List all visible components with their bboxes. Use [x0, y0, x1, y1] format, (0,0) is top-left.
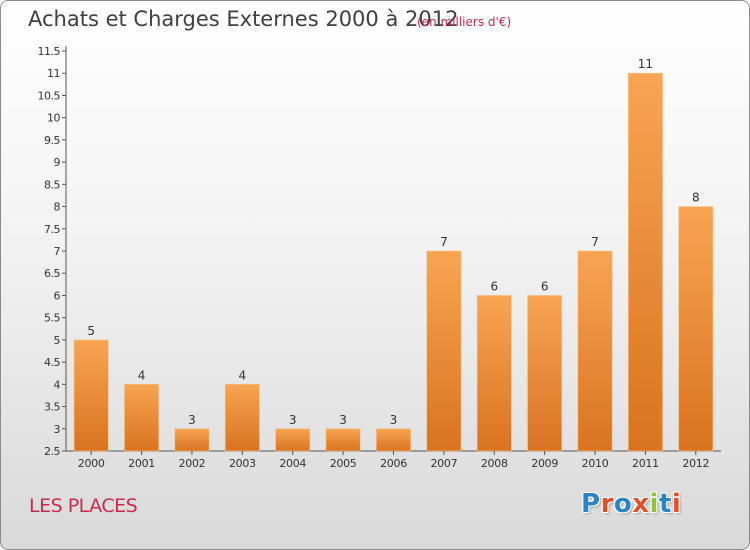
logo-letter: i	[649, 489, 659, 519]
bar	[426, 250, 462, 452]
x-tick-label: 2000	[78, 457, 105, 470]
bar-value-label: 3	[289, 413, 297, 427]
bar-value-label: 3	[390, 413, 398, 427]
y-tick-label: 11.5	[38, 45, 61, 58]
bar	[325, 428, 361, 452]
y-tick-label: 4.5	[44, 356, 60, 369]
bar-value-label: 3	[188, 413, 196, 427]
bar-value-label: 7	[591, 235, 599, 249]
logo-letter: r	[600, 489, 614, 519]
y-tick-label: 6.5	[44, 267, 60, 280]
x-tick-label: 2010	[582, 457, 609, 470]
y-tick-label: 7.5	[44, 223, 60, 236]
x-tick-label: 2004	[279, 457, 306, 470]
y-tick-label: 4	[54, 378, 61, 391]
y-tick-label: 9.5	[44, 134, 60, 147]
x-tick-label: 2002	[179, 457, 206, 470]
bar-value-label: 7	[440, 235, 448, 249]
y-tick-label: 6	[54, 289, 61, 302]
logo-letter: o	[613, 489, 633, 519]
y-tick-label: 8	[54, 201, 61, 214]
bar-value-label: 4	[239, 368, 247, 382]
bar	[678, 206, 714, 452]
x-tick-label: 2001	[128, 457, 155, 470]
y-tick-label: 10	[47, 112, 60, 125]
logo-letter: x	[632, 489, 650, 519]
bar	[124, 384, 160, 452]
bar	[174, 428, 210, 452]
y-tick-label: 7	[54, 245, 61, 258]
bar-value-label: 6	[490, 279, 498, 293]
bar	[275, 428, 311, 452]
x-tick-label: 2012	[682, 457, 709, 470]
bar-value-label: 5	[87, 324, 95, 338]
y-tick-label: 10.5	[38, 89, 61, 102]
bar-value-label: 8	[692, 191, 700, 205]
logo-letter: P	[581, 489, 601, 519]
bar-value-label: 4	[138, 368, 146, 382]
bar	[376, 428, 411, 452]
chart-title: Achats et Charges Externes 2000 à 2012	[28, 7, 459, 31]
x-tick-label: 2006	[380, 457, 407, 470]
logo-letter: i	[671, 489, 682, 519]
bar	[224, 384, 260, 452]
x-tick-label: 2009	[531, 457, 558, 470]
bar	[577, 250, 613, 452]
x-tick-label: 2005	[330, 457, 357, 470]
x-tick-label: 2008	[481, 457, 508, 470]
y-tick-label: 5.5	[44, 312, 60, 325]
bar	[476, 295, 512, 452]
commune-name: LES PLACES	[29, 495, 138, 517]
y-tick-label: 2.5	[44, 445, 60, 458]
y-tick-label: 8.5	[44, 178, 60, 191]
y-tick-label: 3.5	[44, 401, 60, 414]
y-tick-label: 3	[54, 423, 61, 436]
x-tick-label: 2007	[430, 457, 457, 470]
unit-label: (en milliers d'€)	[417, 15, 512, 29]
bar	[527, 295, 563, 452]
y-tick-label: 9	[54, 156, 61, 169]
bar-value-label: 11	[638, 57, 653, 71]
y-tick-label: 11	[47, 67, 60, 80]
bar	[73, 339, 109, 452]
bar-value-label: 6	[541, 279, 549, 293]
x-tick-label: 2003	[229, 457, 256, 470]
x-tick-label: 2011	[632, 457, 659, 470]
y-tick-label: 5	[54, 334, 61, 347]
logo-letter: t	[658, 489, 672, 519]
bar-value-label: 3	[339, 413, 347, 427]
bar	[627, 72, 663, 452]
proxiti-logo: Proxiti	[581, 489, 681, 519]
